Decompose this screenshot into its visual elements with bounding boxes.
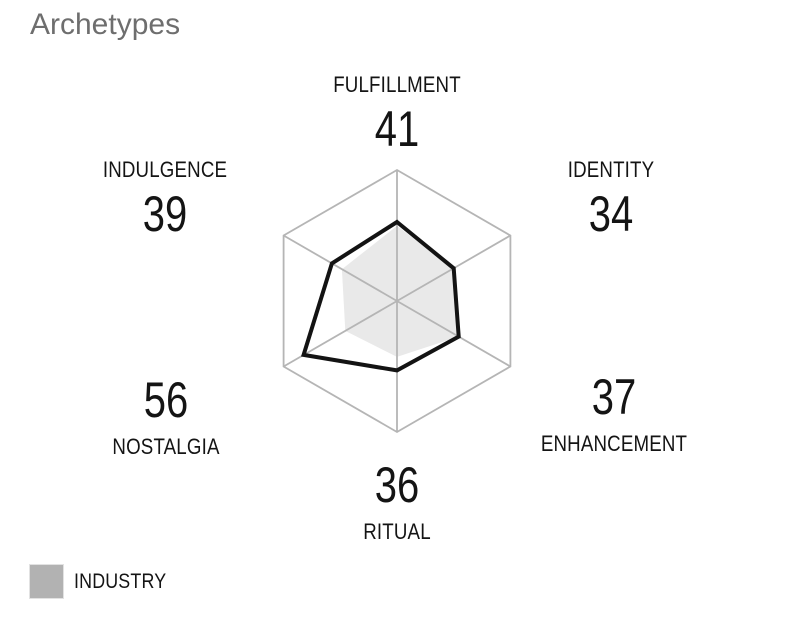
axis-block-ritual: 36 RITUAL	[357, 458, 436, 545]
axis-value-identity: 34	[588, 186, 634, 242]
axis-block-identity: IDENTITY 34	[560, 157, 662, 242]
axis-value-enhancement: 37	[591, 369, 637, 425]
axis-label-ritual: RITUAL	[363, 519, 431, 544]
axis-block-indulgence: INDULGENCE 39	[92, 157, 238, 242]
axis-value-fulfillment: 41	[374, 101, 420, 157]
industry-legend-label: INDUSTRY	[74, 569, 167, 593]
axis-block-nostalgia: 56 NOSTALGIA	[103, 373, 229, 460]
industry-series-area	[341, 225, 459, 357]
axis-block-enhancement: 37 ENHANCEMENT	[528, 370, 700, 457]
axis-label-identity: IDENTITY	[567, 157, 655, 182]
axis-label-enhancement: ENHANCEMENT	[540, 431, 688, 456]
axis-label-nostalgia: NOSTALGIA	[112, 434, 220, 459]
industry-legend-swatch	[29, 564, 64, 599]
axis-label-indulgence: INDULGENCE	[102, 157, 228, 182]
axis-block-fulfillment: FULFILLMENT 41	[322, 72, 472, 157]
axis-value-nostalgia: 56	[143, 372, 189, 428]
axis-label-fulfillment: FULFILLMENT	[333, 72, 461, 97]
primary-series-outline	[301, 219, 461, 373]
axis-value-ritual: 36	[374, 457, 420, 513]
page-title: Archetypes	[30, 8, 181, 41]
chart-legend: INDUSTRY	[29, 564, 183, 599]
axis-value-indulgence: 39	[142, 186, 188, 242]
radar-grid-spokes	[283, 170, 511, 432]
